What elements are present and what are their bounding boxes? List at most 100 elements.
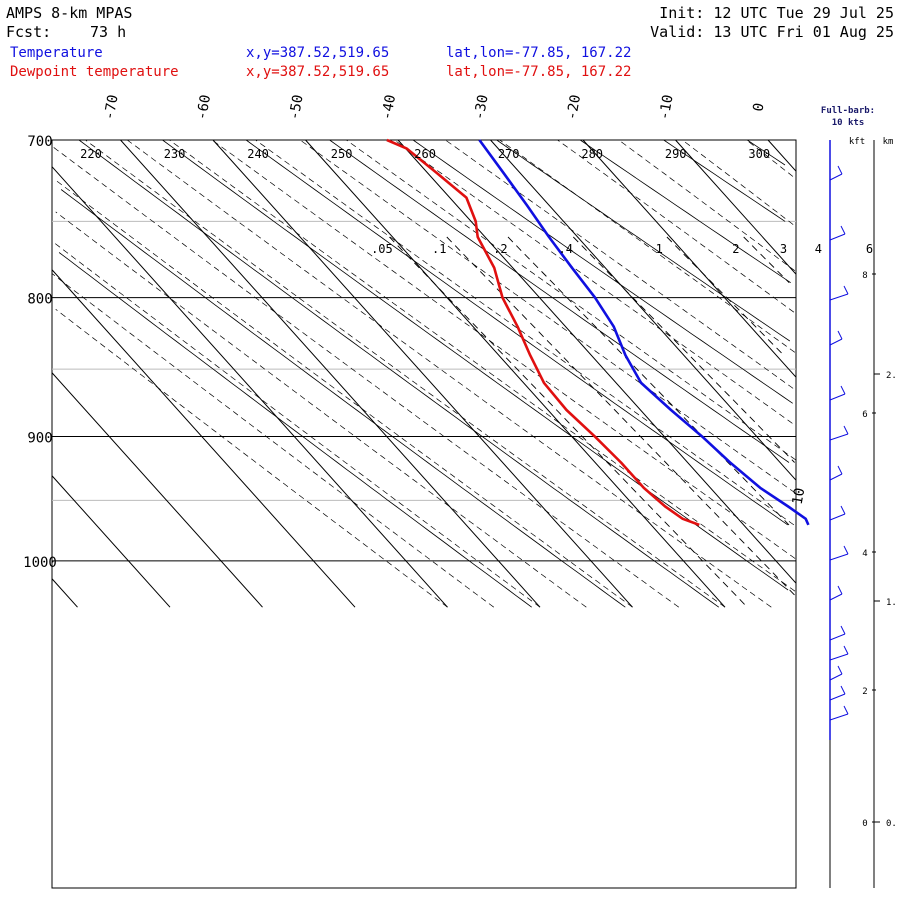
legend-temperature-xy: x,y=387.52,519.65 <box>246 45 389 61</box>
dry-adiabat-label: 300 <box>748 147 770 161</box>
wind-barb-flag <box>840 505 846 515</box>
dry-adiabat-label: 240 <box>247 147 269 161</box>
kft-label: kft <box>849 137 865 147</box>
mixing-ratio-line <box>446 236 796 597</box>
isotherm-label: -50 <box>286 93 306 121</box>
moist-adiabat <box>51 273 495 608</box>
isotherm <box>120 139 541 608</box>
pressure-tick-label: 700 <box>27 134 52 150</box>
moist-adiabat <box>618 139 796 271</box>
legend-dewpoint-xy: x,y=387.52,519.65 <box>246 64 389 80</box>
dry-adiabat <box>329 139 790 463</box>
mixing-ratio-label: .4 <box>558 242 572 256</box>
moist-adiabat <box>211 139 796 559</box>
moist-adiabat <box>55 211 587 608</box>
isotherm <box>51 269 356 608</box>
moist-adiabat <box>682 139 794 225</box>
wind-barb-flag <box>840 225 846 235</box>
wind-barb-flag <box>843 705 849 715</box>
model-title: AMPS 8-km MPAS <box>6 4 132 22</box>
moist-adiabat <box>169 139 796 592</box>
wind-barb-flag <box>840 385 846 395</box>
wind-barb <box>829 293 849 301</box>
wind-barb <box>829 473 843 481</box>
isotherm <box>51 475 171 608</box>
moist-adiabat <box>54 179 633 608</box>
dry-adiabat <box>78 139 720 608</box>
isotherm-label: -20 <box>564 93 584 121</box>
wind-barb <box>829 653 849 661</box>
dry-adiabat-label: 290 <box>665 147 687 161</box>
kft-tick-label: 8 <box>862 271 867 281</box>
wind-barb <box>829 693 846 701</box>
mixing-ratio-line <box>572 236 795 463</box>
moist-adiabat <box>54 242 541 608</box>
moist-adiabat <box>346 139 796 461</box>
moist-adiabat <box>126 139 772 608</box>
wind-barb <box>829 713 849 721</box>
wind-barb-flag <box>843 425 849 435</box>
barb-legend-value: 10 kts <box>832 118 865 128</box>
wind-barb <box>829 553 849 561</box>
isotherm <box>490 139 797 481</box>
dry-adiabat <box>245 139 789 526</box>
dry-adiabat-label: 220 <box>80 147 102 161</box>
moist-adiabat <box>52 146 680 608</box>
wind-barb-flag <box>837 665 843 675</box>
dewpoint-trace <box>386 138 700 527</box>
isotherm <box>767 139 797 172</box>
dry-adiabat <box>663 139 786 222</box>
legend-temperature-latlon: lat,lon=-77.85, 167.22 <box>446 45 631 61</box>
dry-adiabat-label: 280 <box>581 147 603 161</box>
pressure-tick-label: 800 <box>27 292 52 308</box>
dry-adiabat-label: 260 <box>414 147 436 161</box>
dry-adiabat <box>496 139 791 342</box>
moist-adiabat <box>557 139 795 313</box>
wind-barbs <box>829 165 849 721</box>
dry-adiabat <box>412 139 793 404</box>
wind-barb <box>829 593 843 601</box>
isotherm-label: -10 <box>656 93 676 121</box>
isotherm <box>51 372 263 608</box>
mixing-ratio-label: .2 <box>493 242 507 256</box>
wind-barb <box>829 338 843 346</box>
km-tick-label: 2. <box>886 371 897 381</box>
mixing-ratio-line <box>743 236 790 284</box>
isotherm-label: -30 <box>471 93 491 121</box>
wind-barb-flag <box>843 645 849 655</box>
axis-labels: 700 800 900 1000 -70 -60 -50 -40 -30 -20 -10 0 10 220… <box>23 93 873 570</box>
moist-adiabat <box>445 139 794 389</box>
isotherm-label: -70 <box>101 93 121 121</box>
sounding-traces <box>386 138 810 527</box>
isotherm-label: -60 <box>194 93 214 121</box>
height-scale: 8 6 4 2 0 2. 1. 0. <box>862 271 897 829</box>
mixing-ratio-label: .05 <box>371 242 393 256</box>
dry-adiabat-label: 250 <box>331 147 353 161</box>
dry-adiabat <box>579 139 791 284</box>
isotherm <box>212 139 633 608</box>
mixing-ratio-label: 1 <box>656 242 663 256</box>
isotherm-label: 0 <box>750 102 767 113</box>
wind-barb-flag <box>837 585 843 595</box>
mixing-ratio-label: .1 <box>432 242 446 256</box>
wind-barb-flag <box>837 465 843 475</box>
wind-barb <box>829 673 843 681</box>
kft-tick-label: 0 <box>862 819 867 829</box>
km-tick-label: 1. <box>886 598 897 608</box>
mixing-ratio-label: 4 <box>815 242 822 256</box>
kft-tick-label: 6 <box>862 410 867 420</box>
pressure-tick-label: 1000 <box>23 555 57 571</box>
fcst-value: 73 h <box>90 23 126 41</box>
legend-temperature-name: Temperature <box>10 45 103 61</box>
fcst-label: Fcst: <box>6 23 51 41</box>
init-time: Init: 12 UTC Tue 29 Jul 25 <box>659 4 894 22</box>
dry-adiabat <box>58 252 532 608</box>
isotherm <box>51 166 448 608</box>
wind-barb <box>829 393 846 401</box>
legend-dewpoint-name: Dewpoint temperature <box>10 64 179 80</box>
mixing-ratio-line <box>507 236 790 526</box>
mixing-ratio-label: 3 <box>780 242 787 256</box>
dry-adiabat-label: 270 <box>498 147 520 161</box>
isotherm-label: -40 <box>379 93 399 121</box>
